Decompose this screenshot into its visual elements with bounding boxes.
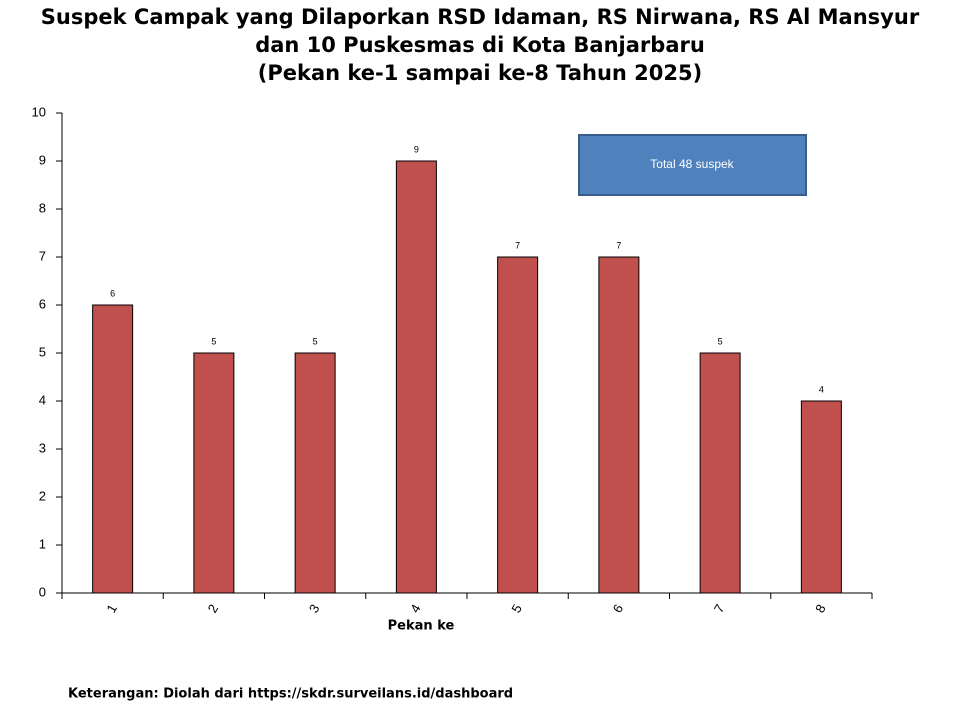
x-tick-label: 4 (407, 602, 424, 616)
y-tick-label: 2 (39, 488, 46, 503)
x-tick-label: 3 (306, 602, 323, 616)
annotation: Total 48 suspek (650, 157, 734, 171)
bar (598, 256, 640, 594)
y-tick-label: 6 (39, 296, 46, 311)
y-tick-label: 7 (39, 248, 46, 263)
y-tick-label: 9 (39, 152, 46, 167)
data-label: 9 (414, 144, 419, 154)
data-label: 5 (313, 336, 318, 346)
y-tick-label: 3 (39, 440, 46, 455)
data-label: 4 (819, 384, 824, 394)
x-tick-label: 5 (508, 602, 525, 616)
data-label: 7 (616, 240, 621, 250)
bar (395, 160, 437, 594)
y-tick-label: 0 (39, 584, 46, 599)
data-label: 6 (110, 288, 115, 298)
y-tick-label: 10 (32, 104, 46, 119)
x-tick-label: 7 (711, 602, 728, 616)
annotation-box (578, 134, 807, 196)
bar (699, 352, 741, 594)
y-tick-label: 8 (39, 200, 46, 215)
data-label: 5 (211, 336, 216, 346)
chart-title: (Pekan ke-1 sampai ke-8 Tahun 2025) (258, 61, 702, 85)
chart-title: Suspek Campak yang Dilaporkan RSD Idaman… (41, 5, 920, 29)
y-tick-label: 5 (39, 344, 46, 359)
x-tick-label: 1 (103, 602, 120, 616)
chart-title: dan 10 Puskesmas di Kota Banjarbaru (255, 33, 705, 57)
data-label: 7 (515, 240, 520, 250)
x-tick-label: 2 (205, 602, 222, 616)
bar (800, 400, 842, 594)
y-tick-label: 1 (39, 536, 46, 551)
bar (497, 256, 539, 594)
x-tick-label: 8 (812, 602, 829, 616)
data-label: 5 (718, 336, 723, 346)
note: Keterangan: Diolah dari https://skdr.sur… (68, 687, 513, 702)
bar (92, 304, 134, 594)
y-tick-label: 4 (39, 392, 46, 407)
x-tick-label: 6 (610, 602, 627, 616)
x-axis-label: Pekan ke (388, 619, 455, 634)
bar (294, 352, 336, 594)
bar (193, 352, 235, 594)
